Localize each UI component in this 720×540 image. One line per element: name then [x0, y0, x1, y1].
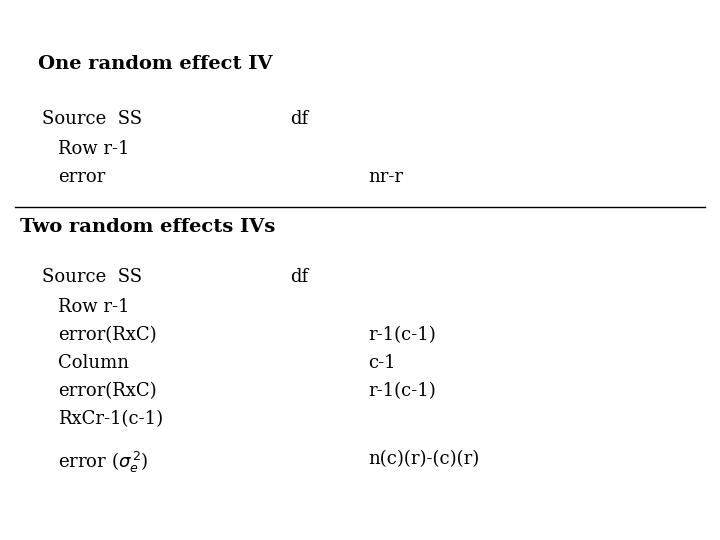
Text: One random effect IV: One random effect IV — [38, 55, 272, 73]
Text: Source  SS: Source SS — [42, 268, 142, 286]
Text: error: error — [58, 168, 105, 186]
Text: nr-r: nr-r — [368, 168, 403, 186]
Text: Row r-1: Row r-1 — [58, 298, 130, 316]
Text: df: df — [290, 110, 308, 128]
Text: c-1: c-1 — [368, 354, 395, 372]
Text: Column: Column — [58, 354, 129, 372]
Text: r-1(c-1): r-1(c-1) — [368, 382, 436, 400]
Text: n(c)(r)-(c)(r): n(c)(r)-(c)(r) — [368, 450, 480, 468]
Text: error ($\sigma_e^{\,2}$): error ($\sigma_e^{\,2}$) — [58, 450, 148, 475]
Text: df: df — [290, 268, 308, 286]
Text: r-1(c-1): r-1(c-1) — [368, 326, 436, 344]
Text: error(RxC): error(RxC) — [58, 326, 157, 344]
Text: RxCr-1(c-1): RxCr-1(c-1) — [58, 410, 163, 428]
Text: Row r-1: Row r-1 — [58, 140, 130, 158]
Text: error(RxC): error(RxC) — [58, 382, 157, 400]
Text: Source  SS: Source SS — [42, 110, 142, 128]
Text: Two random effects IVs: Two random effects IVs — [20, 218, 275, 236]
